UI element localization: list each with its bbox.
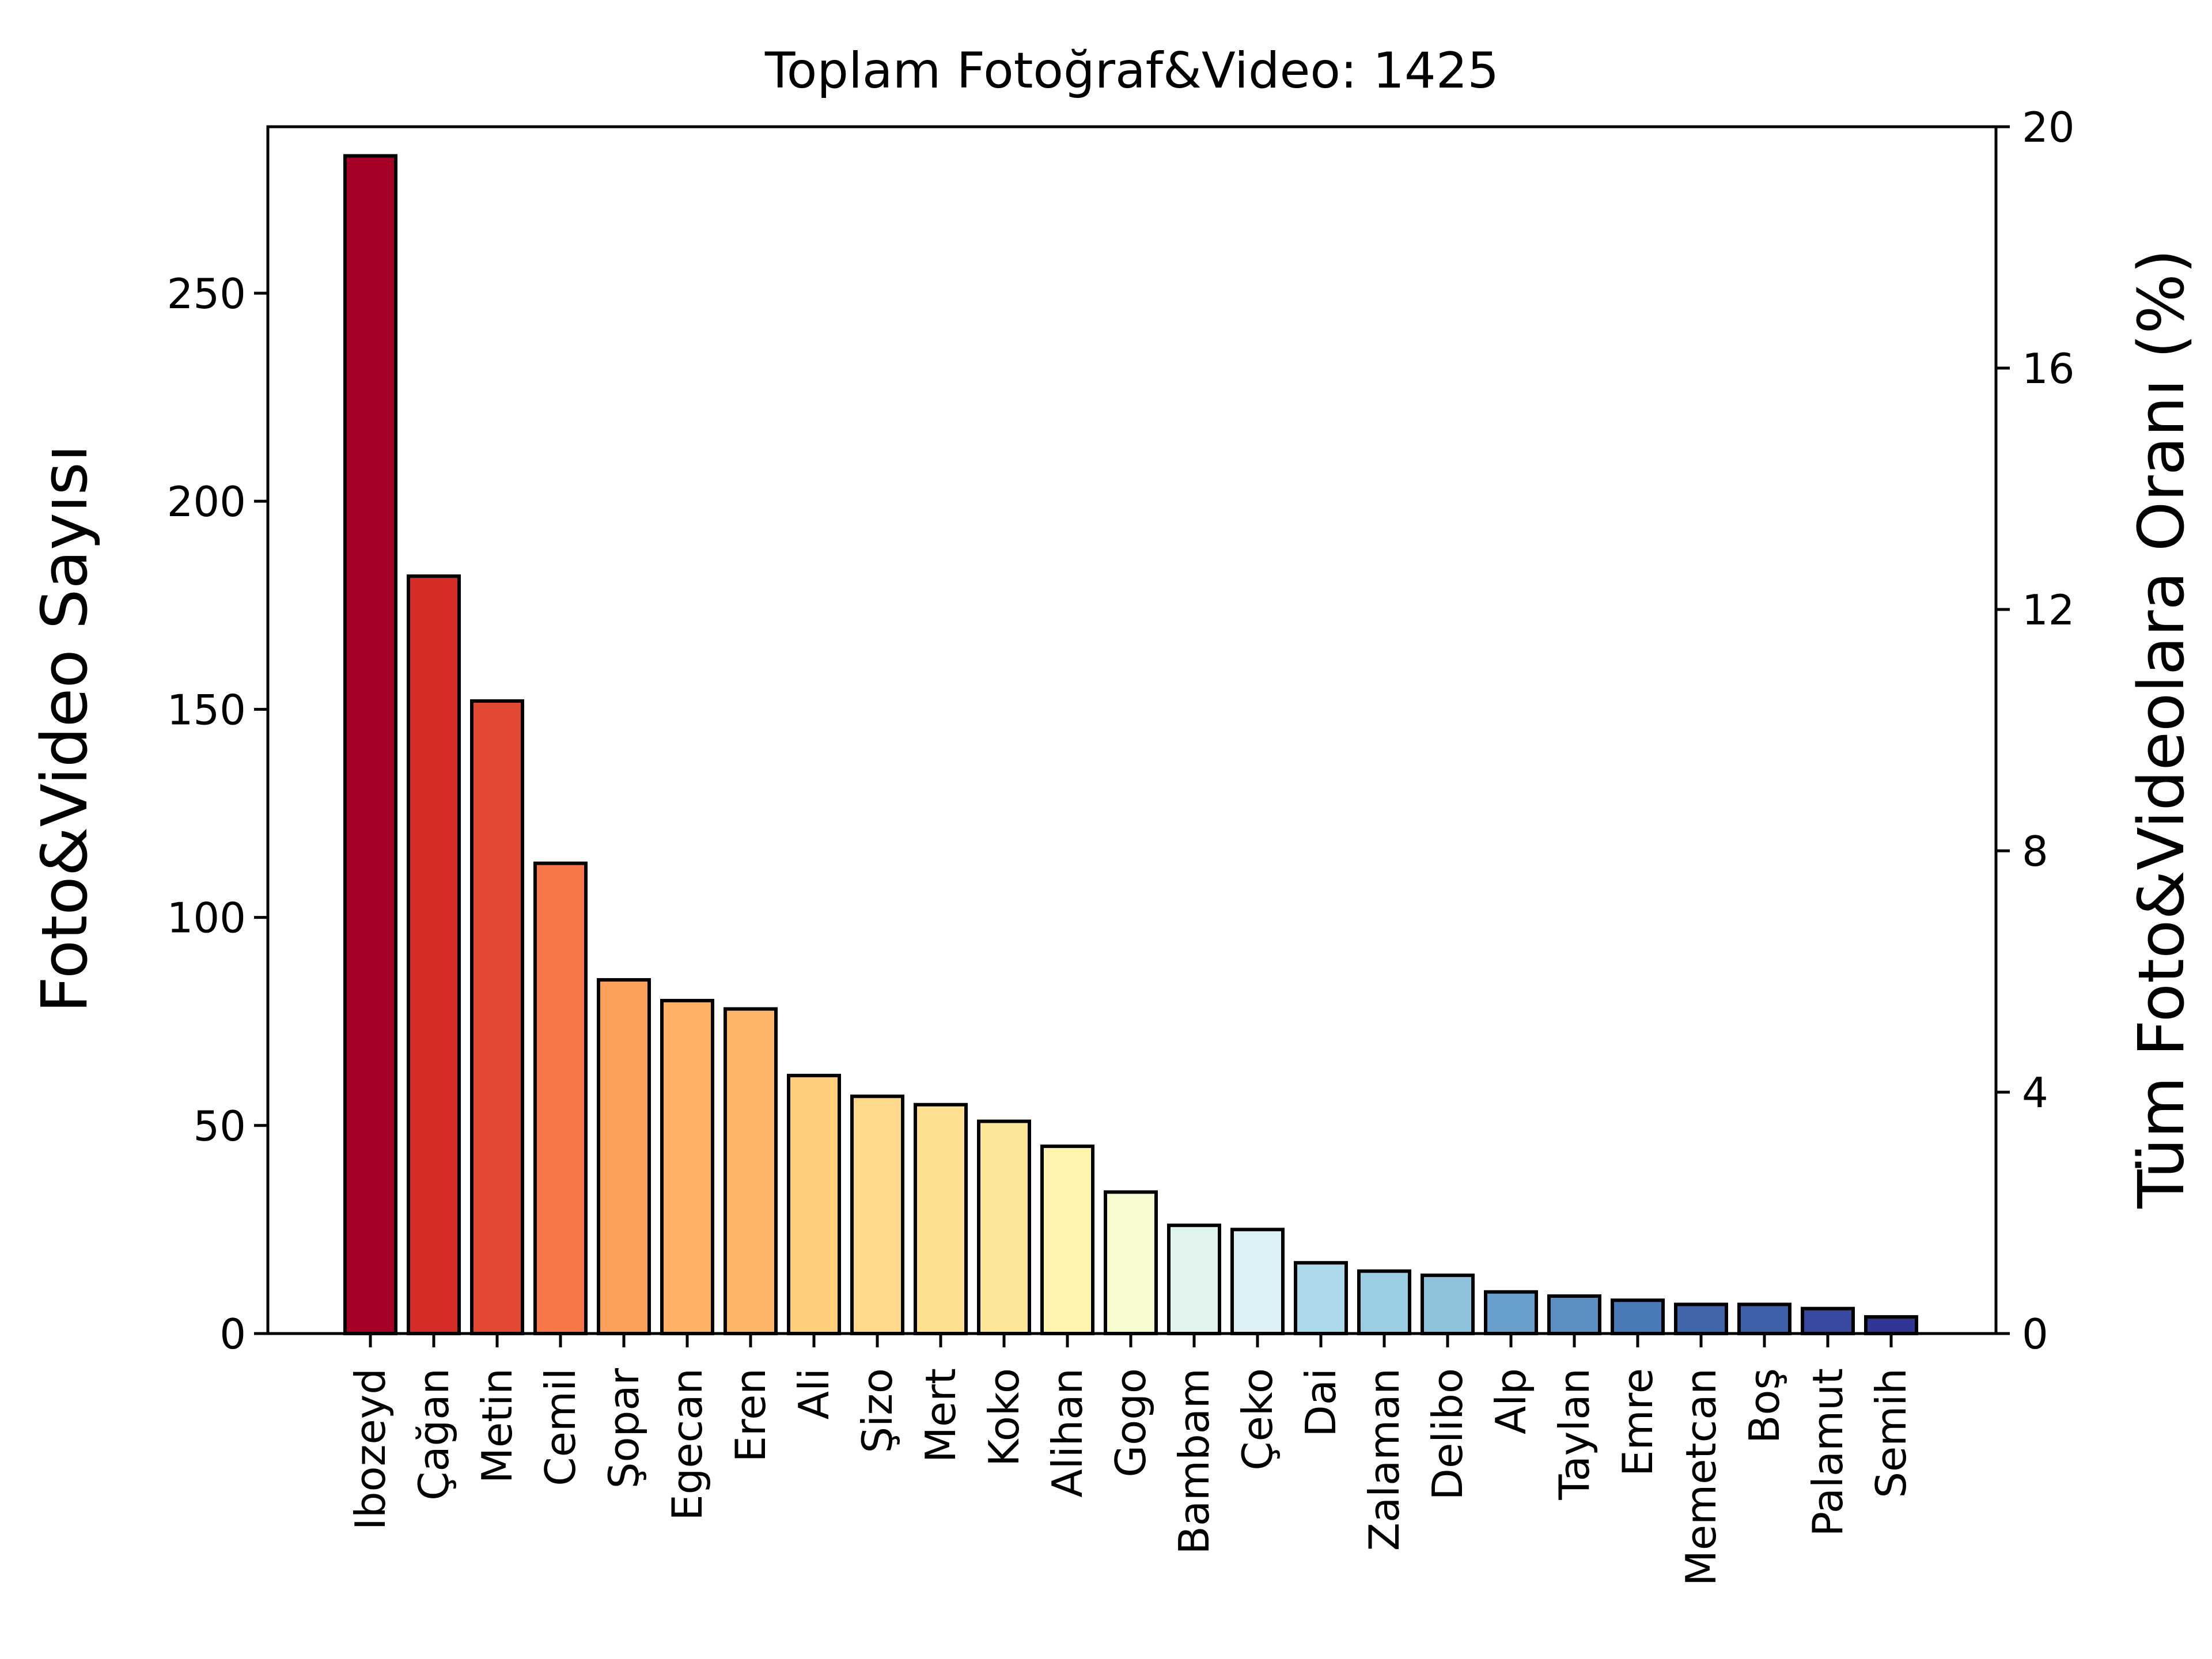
bar-10 (977, 1119, 1031, 1335)
bar-23 (1801, 1306, 1855, 1336)
x-tick-label-5: Egecan (663, 1368, 711, 1521)
y-right-tick-label-0: 0 (2022, 1310, 2048, 1358)
y-right-tick-label-1: 4 (2022, 1069, 2048, 1117)
y-tick-label-2: 100 (167, 894, 246, 942)
bar-11 (1040, 1144, 1094, 1336)
x-tick-label-2: Metin (473, 1368, 521, 1483)
y-tick-label-4: 200 (167, 478, 246, 526)
y-axis-right-label: Tüm Foto&Videolara Oranı (%) (2124, 249, 2198, 1209)
x-tick-label-3: Cemil (536, 1368, 585, 1486)
y-right-tick-label-2: 8 (2022, 827, 2048, 876)
bar-1 (407, 574, 461, 1335)
x-tick-label-16: Zalaman (1360, 1368, 1408, 1551)
y-tick-label-1: 50 (193, 1102, 246, 1150)
y-axis-label: Foto&Video Sayısı (28, 445, 101, 1013)
bar-22 (1737, 1302, 1791, 1336)
bar-7 (787, 1074, 841, 1335)
bar-4 (597, 978, 651, 1335)
plot-frame (266, 125, 1998, 1335)
bar-18 (1484, 1290, 1538, 1335)
y-right-tick-label-5: 20 (2022, 103, 2075, 151)
x-tick-label-1: Çağan (410, 1368, 458, 1501)
bar-3 (533, 861, 588, 1335)
x-tick-label-12: Gogo (1107, 1368, 1155, 1478)
x-tick-label-13: Bambam (1170, 1368, 1218, 1555)
bar-9 (914, 1103, 968, 1335)
bar-0 (343, 154, 397, 1335)
bar-2 (470, 699, 524, 1335)
y-tick-label-5: 250 (167, 270, 246, 318)
y-axis-left: 0 50 100 150 200 250 (167, 270, 268, 1358)
x-tick-label-4: Şopar (600, 1368, 648, 1489)
y-axis-right: 0 4 8 12 16 20 (1996, 103, 2075, 1358)
bar-20 (1611, 1298, 1665, 1335)
x-tick-label-9: Mert (916, 1368, 965, 1463)
x-tick-label-20: Emre (1613, 1368, 1662, 1476)
x-tick-label-21: Memetcan (1677, 1368, 1725, 1586)
bar-17 (1421, 1273, 1475, 1335)
bar-5 (660, 999, 714, 1335)
bar-8 (850, 1094, 904, 1335)
x-tick-label-11: Alihan (1043, 1368, 1092, 1498)
y-tick-label-0: 0 (219, 1310, 246, 1358)
bar-19 (1547, 1294, 1601, 1335)
chart-title: Toplam Fotoğraf&Video: 1425 (764, 42, 1499, 100)
y-tick-label-3: 150 (167, 685, 246, 734)
bar-14 (1230, 1228, 1285, 1335)
bars-group (343, 154, 1918, 1336)
bar-13 (1167, 1224, 1221, 1335)
bar-21 (1674, 1302, 1728, 1336)
y-right-tick-label-3: 12 (2022, 586, 2075, 634)
x-tick-label-19: Taylan (1550, 1368, 1599, 1501)
bar-16 (1357, 1269, 1411, 1336)
x-tick-label-24: Semih (1867, 1368, 1915, 1498)
y-right-tick-label-4: 16 (2022, 344, 2075, 393)
x-tick-label-8: Şizo (853, 1368, 902, 1453)
x-tick-label-17: Delibo (1423, 1368, 1472, 1501)
bar-15 (1294, 1261, 1348, 1336)
bar-24 (1864, 1315, 1918, 1336)
x-tick-label-7: Ali (790, 1368, 838, 1419)
x-tick-label-18: Alp (1487, 1368, 1535, 1434)
x-axis: Ibozeyd Çağan Metin Cemil Şopar Egecan Eren Ali… (346, 1334, 1915, 1586)
x-tick-label-14: Çeko (1233, 1368, 1282, 1471)
x-tick-label-10: Koko (980, 1368, 1028, 1467)
x-tick-label-23: Palamut (1804, 1368, 1852, 1536)
x-tick-label-0: Ibozeyd (346, 1368, 395, 1530)
x-tick-label-6: Eren (726, 1368, 775, 1462)
x-tick-label-22: Boş (1740, 1368, 1789, 1444)
x-tick-label-15: Dai (1297, 1368, 1345, 1437)
bar-12 (1104, 1190, 1158, 1336)
bar-6 (724, 1007, 778, 1335)
